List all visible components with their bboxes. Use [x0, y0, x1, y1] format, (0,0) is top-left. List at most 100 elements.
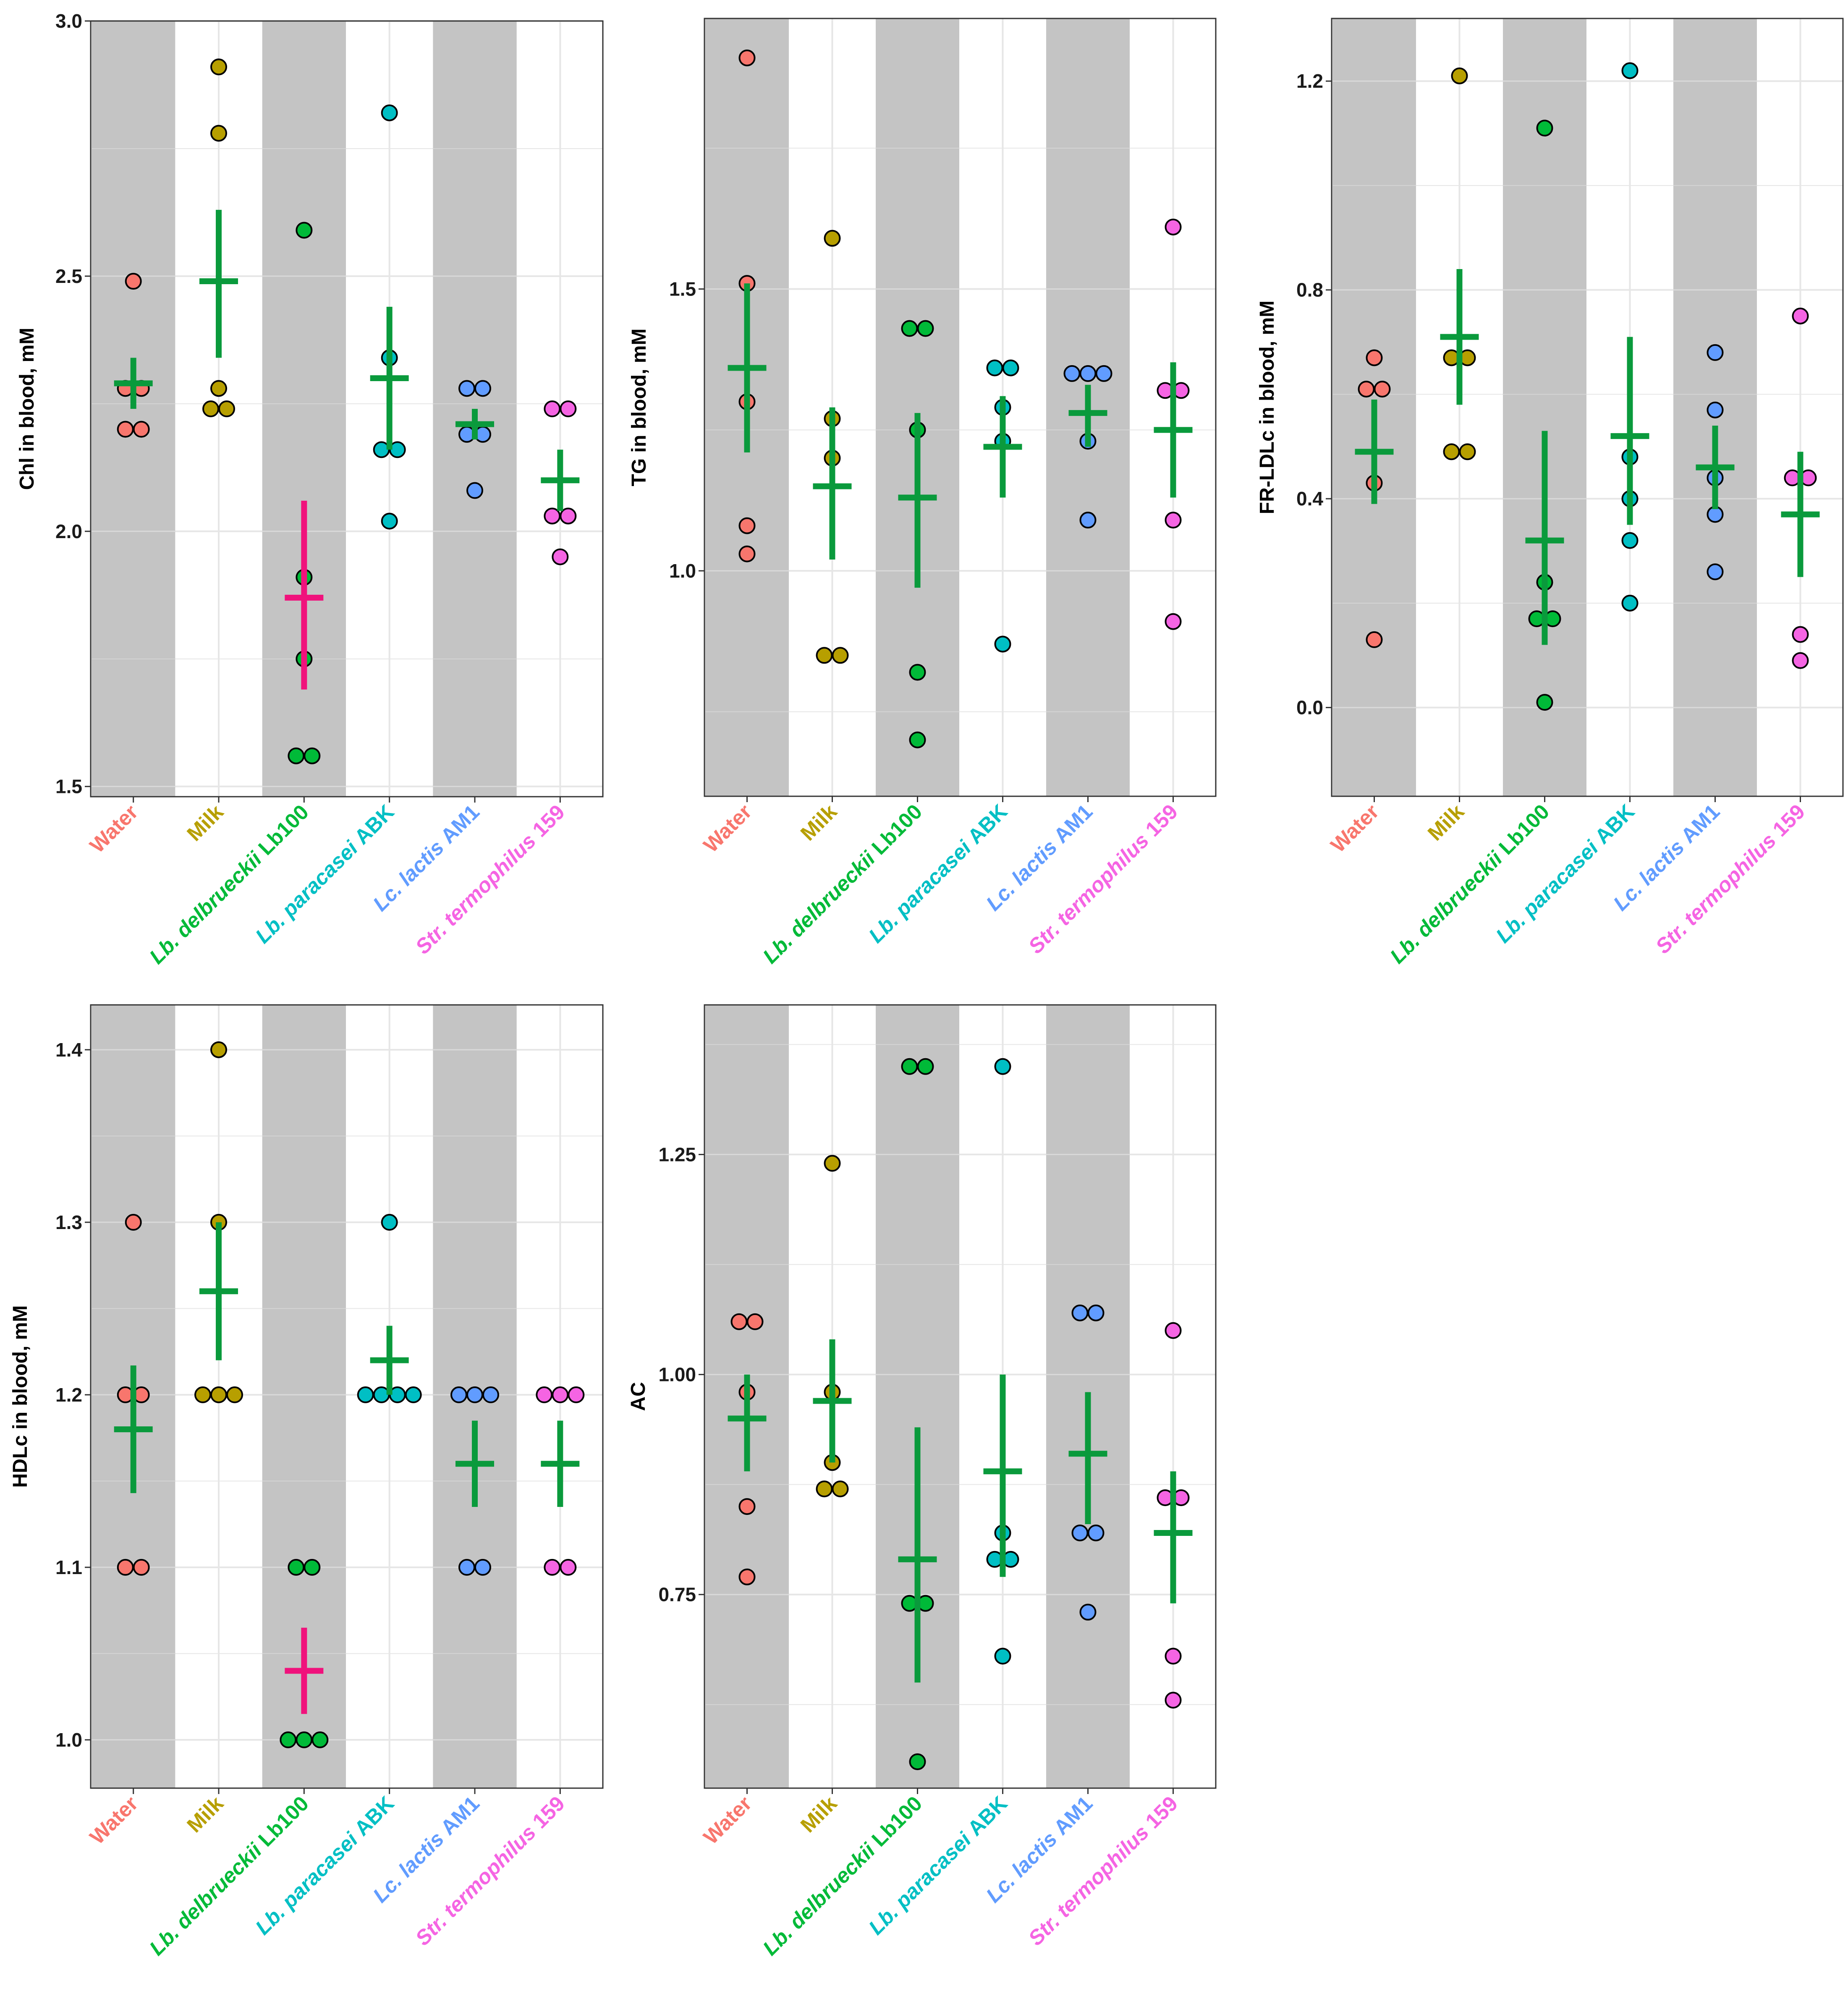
data-point	[227, 1387, 242, 1402]
data-point	[817, 648, 832, 663]
data-point	[312, 1732, 327, 1747]
data-point	[1065, 366, 1080, 381]
data-point	[995, 1649, 1010, 1664]
x-tick-label: Lb. delbrueckii Lb100	[145, 800, 313, 968]
data-point	[995, 636, 1010, 651]
x-tick-label: Milk	[796, 1792, 841, 1837]
data-point	[195, 1387, 210, 1402]
y-axis-title: Chl in blood, mM	[16, 328, 38, 490]
data-point	[451, 1387, 466, 1402]
y-axis-title: FR-LDLc in blood, mM	[1256, 301, 1278, 514]
data-point	[203, 401, 218, 416]
data-point	[475, 1560, 490, 1575]
y-axis: 1.01.5TG in blood, mM	[628, 278, 704, 582]
data-point	[1623, 596, 1638, 611]
data-point	[406, 1387, 421, 1402]
data-point	[910, 665, 925, 680]
data-point	[296, 222, 311, 238]
y-axis-title: AC	[627, 1382, 649, 1411]
data-point	[732, 1314, 747, 1329]
data-point	[219, 401, 234, 416]
data-point	[1623, 63, 1638, 78]
data-point	[118, 1560, 133, 1575]
data-point	[1166, 1649, 1181, 1664]
x-tick-label-strain: Milk	[796, 800, 841, 845]
x-tick-label: Lb. paracasei ABK	[864, 1792, 1012, 1939]
x-tick-label: Water	[699, 1792, 756, 1849]
y-axis: 0.75 1.00 1.25 AC	[627, 1143, 704, 1605]
y-tick-label: 0.8	[1296, 279, 1323, 301]
x-tick-label-strain: Water	[699, 800, 756, 857]
data-point	[537, 1387, 552, 1402]
x-tick-label-species: Lc. lactis	[982, 1823, 1066, 1907]
data-point	[1073, 1525, 1088, 1540]
y-tick-label: 2.5	[55, 265, 82, 287]
x-tick-label: Lb. paracasei ABK	[1491, 800, 1639, 947]
y-axis-title: TG in blood, mM	[628, 329, 650, 486]
data-point	[1708, 564, 1723, 579]
x-tick-label: Lb. delbrueckii Lb100	[145, 1792, 313, 1960]
chart-panel-chl: 1.52.02.53.0Chl in blood, mMWater MilkLb.…	[16, 10, 603, 968]
data-point	[459, 1560, 474, 1575]
data-point	[902, 321, 917, 336]
data-point	[995, 1059, 1010, 1074]
x-tick-label-strain: Lb100	[1494, 800, 1554, 859]
x-tick-label-species: Lc. lactis	[982, 831, 1066, 915]
x-tick-label: Lb. paracasei ABK	[864, 800, 1012, 947]
x-tick-label-strain: Lb100	[254, 1792, 313, 1851]
y-tick-label: 1.0	[55, 1729, 82, 1751]
data-point	[833, 1481, 848, 1496]
data-point	[134, 422, 149, 437]
data-point	[211, 381, 226, 396]
data-point	[825, 1156, 840, 1171]
data-point	[1089, 1305, 1104, 1321]
data-point	[987, 361, 1003, 376]
y-tick-label: 1.1	[55, 1556, 82, 1578]
x-tick-label-strain: Lb100	[867, 1792, 927, 1851]
x-tick-label: Lb. paracasei ABK	[251, 800, 398, 948]
x-tick-label: Water	[85, 800, 143, 858]
y-tick-label: 2.0	[55, 520, 82, 542]
y-tick-label: 1.5	[55, 776, 82, 798]
data-point	[552, 1387, 568, 1402]
data-point	[740, 50, 755, 65]
data-point	[1708, 403, 1723, 418]
x-tick-label: Lb. paracasei ABK	[251, 1792, 398, 1939]
x-tick-label-species: Lb. delbrueckii	[758, 842, 884, 968]
data-point	[1097, 366, 1112, 381]
data-point	[1166, 614, 1181, 629]
x-tick-label-strain: Milk	[182, 800, 228, 845]
x-axis: Water MilkLb. delbrueckii Lb100Lb. paraca…	[85, 1788, 569, 1960]
data-point	[1166, 220, 1181, 235]
x-tick-label-strain: Lb100	[867, 800, 927, 859]
x-tick-label-species: Lb. delbrueckii	[1385, 842, 1511, 968]
data-point	[833, 648, 848, 663]
data-point	[740, 1499, 755, 1514]
data-point	[740, 518, 755, 533]
y-tick-label: 1.2	[1296, 70, 1323, 92]
y-tick-label: 1.0	[669, 560, 696, 582]
x-tick-label: Water	[85, 1792, 143, 1849]
y-tick-label: 1.2	[55, 1384, 82, 1406]
x-tick-label-strain: Milk	[796, 1792, 841, 1837]
y-tick-label: 0.4	[1296, 488, 1323, 510]
data-point	[134, 1560, 149, 1575]
data-point	[910, 732, 925, 748]
data-point	[748, 1314, 763, 1329]
data-point	[126, 1215, 141, 1230]
data-point	[560, 401, 576, 416]
data-point	[467, 1387, 482, 1402]
data-point	[358, 1387, 373, 1402]
data-point	[1460, 444, 1475, 459]
x-tick-label-species: Lc. lactis	[368, 832, 453, 916]
y-axis-title: HDLc in blood, mM	[9, 1305, 31, 1488]
x-tick-label: Str. termophilus 159	[1024, 800, 1183, 958]
y-tick-label: 1.25	[658, 1143, 696, 1165]
x-tick-label: Str. termophilus 159	[411, 800, 570, 959]
data-point	[1444, 444, 1459, 459]
data-point	[1708, 345, 1723, 360]
chart-panel-ac: 0.751.001.25ACWater MilkLb. delbrueckii L…	[627, 1005, 1216, 1960]
y-axis: 1.5 2.0 2.5 3.0 Chl in blood, mM	[16, 10, 91, 798]
